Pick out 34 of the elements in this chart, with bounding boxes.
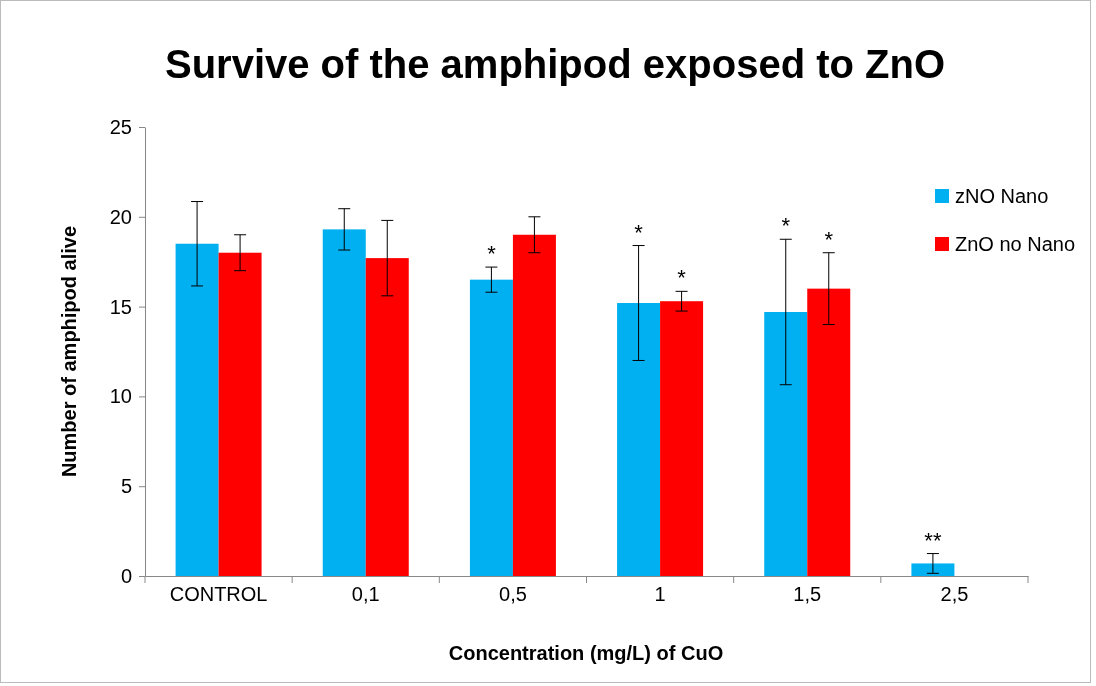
- bar: [175, 243, 219, 576]
- y-tick-label: 0: [120, 564, 132, 587]
- bar: [512, 234, 556, 576]
- y-tick-label: 25: [109, 115, 132, 138]
- annotation: *: [781, 213, 791, 239]
- x-tick-label: 1: [654, 583, 666, 605]
- legend-label: zNO Nano: [955, 185, 1049, 207]
- x-tick-label: 0,5: [499, 583, 527, 605]
- annotation: **: [924, 527, 942, 553]
- annotation: *: [824, 226, 834, 252]
- annotation: *: [677, 265, 687, 291]
- x-tick-label: CONTROL: [169, 583, 268, 605]
- bar: [764, 311, 808, 576]
- annotation: *: [634, 219, 644, 245]
- bar: [218, 252, 262, 576]
- chart-title: Survive of the amphipod exposed to ZnO: [164, 42, 946, 86]
- bar: [911, 563, 955, 576]
- bar: [469, 279, 513, 576]
- y-tick-label: 5: [120, 475, 132, 498]
- y-tick-label: 10: [109, 385, 132, 408]
- y-axis-title: Number of amphipod alive: [58, 225, 80, 478]
- bar: [660, 301, 704, 576]
- x-tick-label: 1,5: [793, 583, 822, 605]
- bar: [617, 303, 661, 576]
- x-axis-title: Concentration (mg/L) of CuO: [448, 642, 724, 664]
- bar: [807, 288, 851, 576]
- x-tick-label: 2,5: [940, 583, 969, 605]
- y-tick-label: 20: [109, 205, 132, 228]
- bar: [365, 258, 409, 576]
- bar: [322, 229, 366, 576]
- y-tick-label: 15: [109, 295, 132, 318]
- legend-label: ZnO no Nano: [955, 233, 1076, 255]
- annotation: *: [487, 241, 497, 267]
- x-tick-label: 0,1: [351, 583, 380, 605]
